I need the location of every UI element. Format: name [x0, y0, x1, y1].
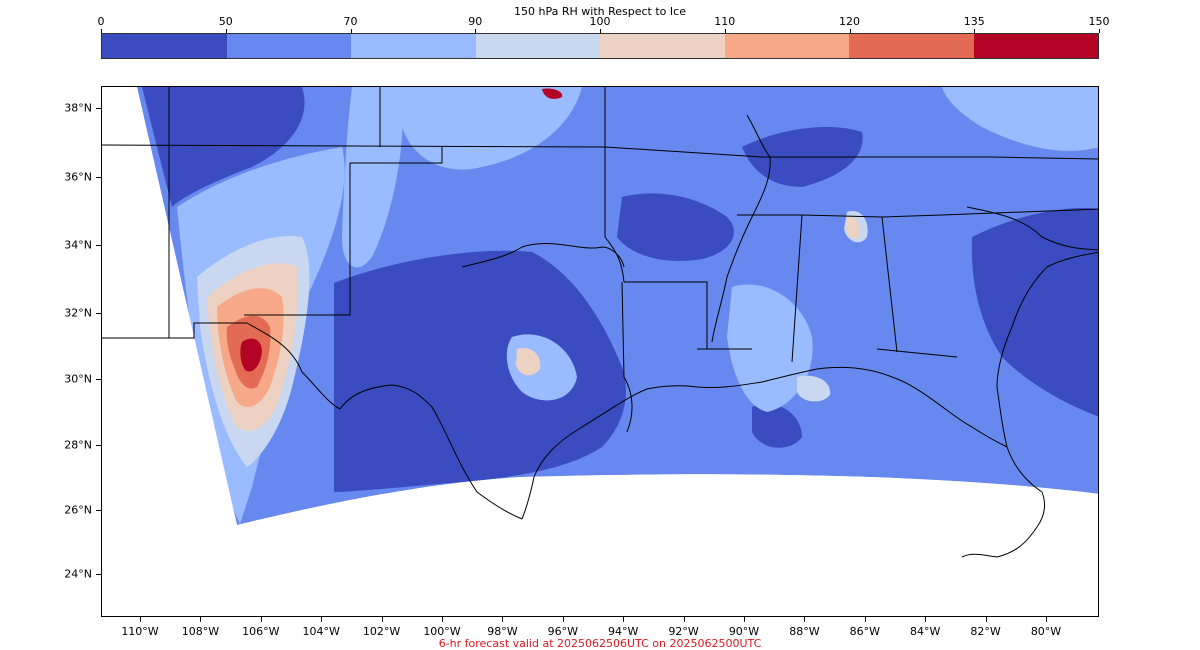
- longitude-tick: [985, 617, 987, 622]
- colorbar-segment: [102, 34, 227, 58]
- longitude-tick: [1046, 617, 1047, 622]
- colorbar-title: 150 hPa RH with Respect to Ice: [514, 5, 686, 18]
- colorbar-segment: [226, 34, 351, 58]
- map-panel: [101, 86, 1099, 617]
- longitude-tick: [925, 617, 927, 622]
- colorbar-tick-mark: [849, 29, 851, 33]
- colorbar-tick-label: 110: [714, 15, 736, 28]
- rh-region-100-110: [846, 216, 860, 239]
- latitude-tick: [96, 313, 101, 314]
- colorbar-tick-label: 135: [963, 15, 985, 28]
- latitude-tick: [96, 574, 101, 575]
- longitude-tick: [864, 617, 866, 622]
- latitude-label: 30°N: [64, 372, 92, 386]
- colorbar-tick-mark: [350, 29, 352, 33]
- longitude-label: 102°W: [362, 625, 401, 638]
- latitude-label: 34°N: [64, 238, 92, 252]
- latitude-tick: [96, 510, 101, 511]
- colorbar-tick-label: 90: [468, 15, 483, 28]
- colorbar-tick-mark: [600, 29, 601, 33]
- colorbar-tick-mark: [101, 29, 102, 33]
- longitude-label: 104°W: [302, 625, 340, 638]
- rh-region-0-50: [617, 193, 734, 261]
- latitude-tick: [96, 177, 101, 178]
- rh-region-70-90: [402, 87, 582, 170]
- colorbar-segment: [724, 34, 849, 58]
- colorbar-tick-label: 50: [218, 15, 233, 28]
- colorbar-tick-label: 150: [1088, 15, 1110, 28]
- rh-region-135-150: [240, 338, 262, 372]
- rh-region-90-100: [797, 375, 831, 402]
- latitude-label: 38°N: [64, 101, 92, 115]
- colorbar-tick-label: 100: [589, 15, 611, 28]
- forecast-valid-text: 6-hr forecast valid at 2025062506UTC on …: [438, 637, 762, 650]
- latitude-tick: [96, 245, 101, 246]
- latitude-tick: [96, 379, 101, 380]
- rh-region-100-110: [516, 348, 541, 376]
- colorbar-tick-label: 120: [839, 15, 860, 28]
- longitude-tick: [381, 617, 383, 622]
- latitude-tick: [96, 108, 101, 109]
- rh-region-0-50: [334, 250, 626, 492]
- rh-region-0-50: [752, 404, 802, 448]
- rh-region-70-90: [942, 87, 1098, 151]
- state-borders: [102, 87, 1098, 520]
- colorbar-segment: [600, 34, 725, 58]
- longitude-tick: [683, 617, 685, 622]
- longitude-label: 96°W: [547, 625, 578, 638]
- latitude-label: 32°N: [64, 306, 92, 320]
- longitude-tick: [140, 617, 141, 622]
- rh-region-135-150: [542, 88, 563, 99]
- rh-region-70-90: [342, 87, 403, 268]
- longitude-tick: [200, 617, 202, 622]
- colorbar-segment: [973, 34, 1098, 58]
- longitude-tick: [804, 617, 806, 622]
- rh-region-70-90: [727, 284, 813, 412]
- colorbar-tick-mark: [225, 29, 227, 33]
- longitude-label: 98°W: [487, 625, 518, 638]
- longitude-tick: [623, 617, 625, 622]
- latitude-label: 36°N: [64, 170, 92, 184]
- longitude-label: 90°W: [728, 625, 760, 638]
- longitude-tick: [260, 617, 262, 622]
- longitude-tick: [321, 617, 323, 622]
- longitude-label: 92°W: [668, 625, 699, 638]
- longitude-label: 86°W: [849, 625, 880, 638]
- colorbar-tick-mark: [724, 29, 726, 33]
- longitude-label: 110°W: [121, 625, 159, 638]
- colorbar-tick-label: 0: [97, 15, 105, 28]
- colorbar-tick-label: 70: [343, 15, 358, 28]
- longitude-label: 80°W: [1030, 625, 1062, 638]
- longitude-label: 94°W: [608, 625, 639, 638]
- rh-field-map: [102, 87, 1098, 616]
- latitude-label: 24°N: [64, 567, 92, 581]
- longitude-tick: [562, 617, 564, 622]
- longitude-tick: [442, 617, 443, 622]
- longitude-label: 100°W: [423, 625, 461, 638]
- latitude-label: 26°N: [64, 503, 92, 517]
- longitude-tick: [502, 617, 504, 622]
- latitude-label: 28°N: [64, 438, 92, 452]
- colorbar-tick-mark: [974, 29, 976, 33]
- longitude-label: 106°W: [242, 625, 280, 638]
- longitude-label: 82°W: [970, 625, 1001, 638]
- latitude-tick: [96, 445, 101, 446]
- longitude-label: 84°W: [910, 625, 941, 638]
- longitude-tick: [744, 617, 745, 622]
- coastlines: [521, 251, 1098, 558]
- colorbar-segment: [849, 34, 974, 58]
- colorbar-tick-mark: [475, 29, 477, 33]
- colorbar-segment: [351, 34, 476, 58]
- longitude-label: 108°W: [181, 625, 220, 638]
- colorbar-segment: [475, 34, 600, 58]
- colorbar: [101, 33, 1099, 59]
- colorbar-tick-mark: [1099, 29, 1100, 33]
- out-of-domain: [102, 474, 1098, 616]
- rh-region-0-50: [971, 207, 1098, 417]
- longitude-label: 88°W: [789, 625, 820, 638]
- rh-region-0-50: [142, 87, 305, 207]
